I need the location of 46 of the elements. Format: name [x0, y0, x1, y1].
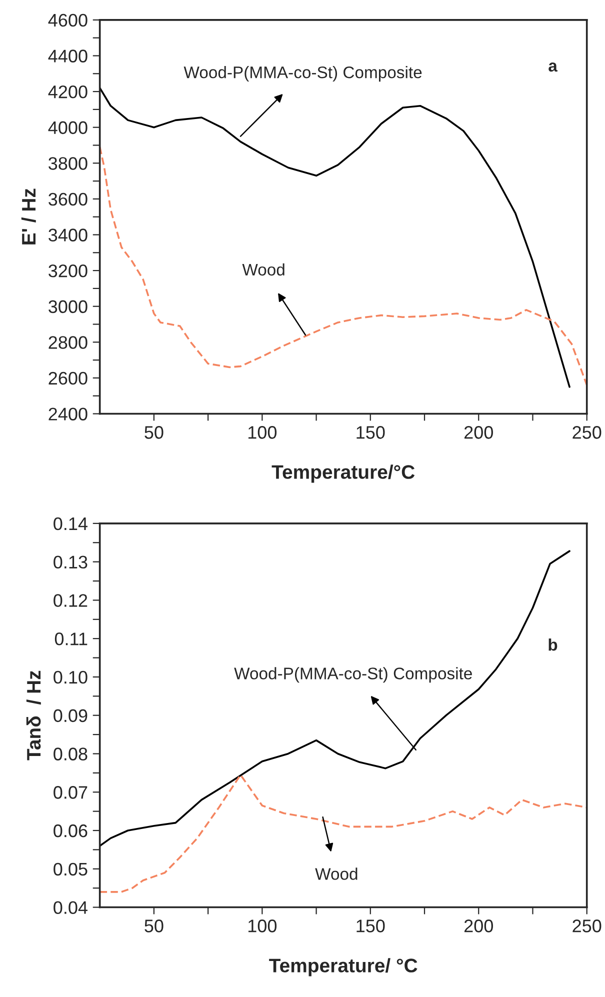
y-tick-label: 2400 — [48, 408, 88, 420]
y-tick-label: 3000 — [48, 300, 88, 314]
line-series — [100, 87, 570, 388]
x-tick-label: 200 — [464, 920, 493, 932]
y-tick-label: 0.14 — [54, 517, 88, 530]
x-tick-label: 100 — [248, 426, 277, 439]
y-tick-label: 0.06 — [54, 824, 88, 838]
y-tick-label: 0.12 — [54, 594, 88, 607]
line-series — [100, 550, 570, 847]
annotation: Wood-P(MMA-co-St) Composite — [234, 667, 472, 683]
y-tick-label: 3600 — [48, 192, 88, 206]
annotation: a — [548, 62, 558, 72]
x-tick-label: 50 — [144, 426, 164, 439]
x-axis-title: Temperature/°C — [272, 464, 415, 483]
y-tick-label: 0.10 — [54, 670, 88, 684]
y-tick-label: 3400 — [48, 228, 88, 242]
y-tick-label: 3200 — [48, 264, 88, 278]
y-tick-label: 3800 — [48, 157, 88, 170]
y-axis-title: Tanδ / Hz — [26, 670, 41, 760]
x-tick-label: 150 — [356, 920, 385, 932]
y-tick-label: 0.13 — [54, 556, 88, 569]
y-tick-label: 2600 — [48, 372, 88, 385]
annotation: Wood-P(MMA-co-St) Composite — [184, 66, 422, 82]
y-tick-label: 0.11 — [54, 632, 88, 646]
x-tick-label: 50 — [144, 920, 164, 932]
x-tick-label: 100 — [248, 920, 277, 932]
y-tick-label: 4600 — [48, 14, 88, 27]
x-axis-title: Temperature/ °C — [269, 958, 418, 976]
x-tick-label: 250 — [572, 920, 602, 932]
y-tick-label: 0.07 — [54, 786, 88, 799]
y-axis-title: E' / Hz — [21, 188, 36, 244]
x-tick-label: 250 — [572, 426, 602, 439]
annotation: b — [548, 638, 558, 651]
annotation: Wood — [315, 868, 358, 880]
y-tick-label: 0.04 — [54, 901, 88, 914]
y-tick-label: 4400 — [48, 50, 88, 62]
x-tick-label: 200 — [464, 426, 493, 439]
line-series — [100, 146, 587, 386]
y-tick-label: 4200 — [48, 85, 88, 98]
y-tick-label: 0.09 — [54, 709, 88, 722]
y-tick-label: 0.08 — [54, 748, 88, 760]
x-tick-label: 150 — [356, 426, 385, 439]
annotation: Wood — [242, 263, 284, 276]
y-tick-label: 4000 — [48, 121, 88, 134]
y-tick-label: 0.05 — [54, 862, 88, 876]
y-tick-label: 2800 — [48, 336, 88, 349]
